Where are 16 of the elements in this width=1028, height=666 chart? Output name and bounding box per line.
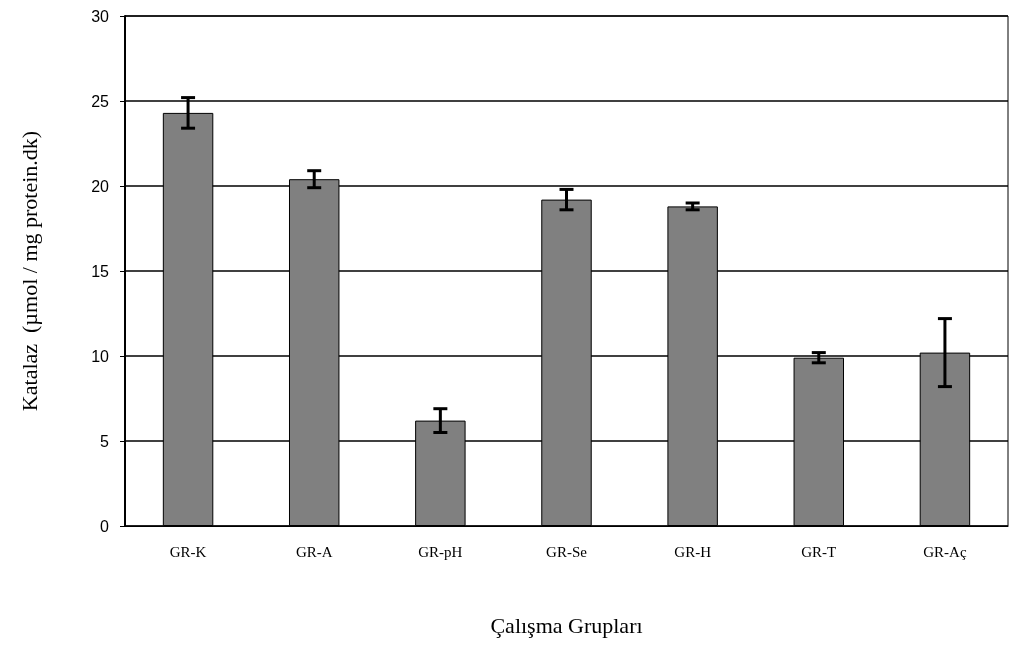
- y-tick-label: 0: [100, 517, 110, 535]
- y-tick-label: 15: [91, 262, 110, 280]
- y-tick-label: 30: [91, 7, 110, 25]
- x-tick-label: GR-A: [295, 543, 333, 560]
- y-tick-label: 20: [91, 177, 110, 195]
- x-tick-label: GR-T: [801, 543, 837, 560]
- x-tick-label: GR-H: [674, 543, 712, 560]
- x-axis-title: Çalışma Grupları: [490, 612, 643, 638]
- x-tick-label: GR-Aç: [923, 543, 967, 560]
- x-tick-label: GR-Se: [546, 543, 588, 560]
- x-tick-label: GR-pH: [418, 543, 463, 560]
- y-tick-label: 5: [100, 432, 110, 450]
- y-axis-title: Katalaz (µmol / mg protein.dk): [16, 130, 42, 412]
- x-tick-label: GR-K: [169, 543, 207, 560]
- y-tick-label: 10: [91, 347, 110, 365]
- y-tick-label: 25: [91, 92, 110, 110]
